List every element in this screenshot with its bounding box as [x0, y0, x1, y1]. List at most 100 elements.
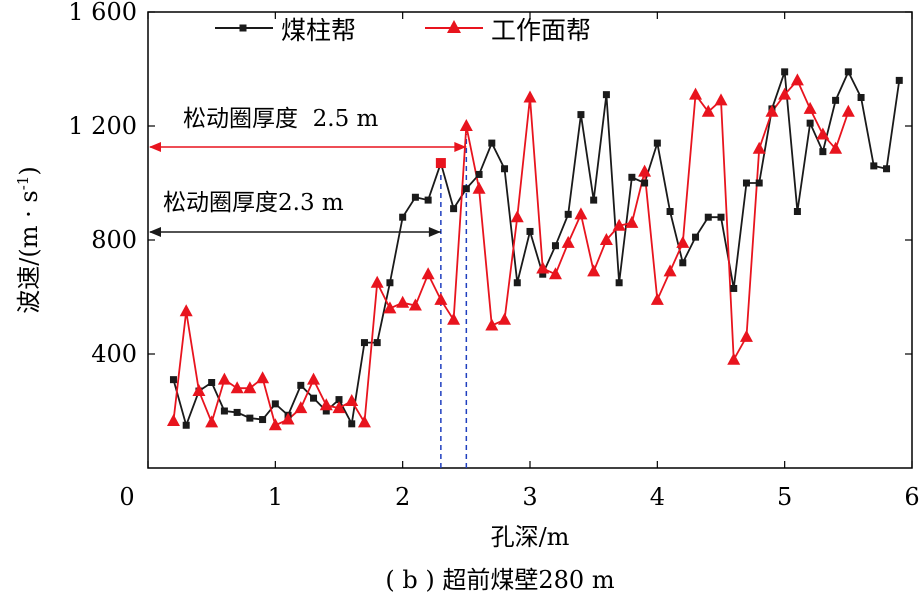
- data-point-coal-pillar: [208, 379, 216, 386]
- data-point-coal-pillar: [666, 208, 674, 215]
- data-point-coal-pillar: [233, 408, 241, 416]
- data-point-coal-pillar: [755, 179, 763, 187]
- data-point-working-face: [421, 267, 435, 280]
- data-point-coal-pillar: [628, 173, 636, 181]
- data-point-working-face: [548, 267, 562, 280]
- highlight-point: [435, 158, 446, 169]
- data-point-working-face: [307, 372, 321, 385]
- data-point-coal-pillar: [781, 68, 789, 76]
- data-point-coal-pillar: [462, 185, 470, 193]
- data-point-working-face: [701, 104, 715, 117]
- data-point-working-face: [166, 413, 180, 426]
- data-point-working-face: [217, 372, 231, 385]
- data-point-working-face: [294, 401, 308, 414]
- data-point-working-face: [816, 127, 830, 140]
- y-tick-label: 800: [91, 226, 137, 254]
- data-point-coal-pillar: [424, 196, 432, 204]
- data-point-working-face: [230, 381, 244, 394]
- data-point-working-face: [739, 329, 753, 342]
- data-point-working-face: [714, 93, 728, 106]
- legend-marker-working-face: [447, 20, 461, 33]
- data-point-coal-pillar: [742, 179, 750, 187]
- data-point-coal-pillar: [870, 162, 878, 170]
- data-point-working-face: [383, 301, 397, 314]
- x-tick-label: 4: [650, 483, 665, 511]
- data-point-coal-pillar: [793, 208, 801, 215]
- data-point-working-face: [625, 215, 639, 228]
- data-point-working-face: [447, 312, 461, 325]
- data-point-coal-pillar: [806, 119, 814, 127]
- axis-ticks: [147, 11, 913, 468]
- caption: ( b ) 超前煤壁280 m: [385, 566, 614, 594]
- data-point-working-face: [472, 181, 486, 194]
- data-point-working-face: [281, 412, 295, 425]
- data-point-working-face: [268, 418, 282, 431]
- y-axis-label-sup: -1: [14, 176, 32, 191]
- legend-label-working-face: 工作面帮: [491, 16, 591, 45]
- data-point-coal-pillar: [475, 170, 483, 178]
- data-point-coal-pillar: [513, 279, 521, 287]
- data-point-coal-pillar: [220, 407, 228, 415]
- data-point-working-face: [676, 235, 690, 248]
- data-point-working-face: [689, 87, 703, 100]
- data-point-working-face: [485, 318, 499, 331]
- data-point-working-face: [332, 401, 346, 414]
- data-point-coal-pillar: [450, 205, 458, 213]
- data-point-coal-pillar: [883, 165, 891, 173]
- x-tick-label: 3: [522, 483, 537, 511]
- series-line-working-face: [172, 78, 850, 427]
- data-point-working-face: [345, 394, 359, 407]
- x-tick-label: 1: [268, 483, 283, 511]
- data-point-working-face: [205, 415, 219, 428]
- annotation-label-black: 松动圈厚度2.3 m: [163, 190, 344, 216]
- annotation-label-red: 松动圈厚度 2.5 m: [183, 106, 379, 132]
- legend-marker-coal-pillar: [239, 24, 247, 32]
- data-point-working-face: [536, 261, 550, 274]
- x-tick-labels: 0 1 2 3 4 5 6: [119, 483, 919, 511]
- data-point-working-face: [192, 384, 206, 397]
- data-point-coal-pillar: [577, 111, 585, 119]
- data-point-working-face: [650, 292, 664, 305]
- data-point-coal-pillar: [692, 233, 700, 241]
- data-point-coal-pillar: [297, 381, 305, 389]
- series-line-coal-pillar: [172, 69, 901, 429]
- data-point-working-face: [803, 101, 817, 114]
- x-axis-label: 孔深/m: [491, 523, 570, 551]
- data-point-coal-pillar: [819, 148, 827, 156]
- data-point-working-face: [727, 352, 741, 365]
- data-point-coal-pillar: [335, 396, 343, 404]
- data-point-coal-pillar: [895, 76, 903, 84]
- data-point-working-face: [752, 141, 766, 154]
- data-point-working-face: [243, 381, 257, 394]
- annotation-arrowhead-left: [149, 227, 161, 237]
- legend: 煤柱帮 工作面帮: [215, 16, 591, 45]
- annotations: [149, 134, 468, 468]
- data-point-working-face: [778, 87, 792, 100]
- data-point-working-face: [790, 73, 804, 86]
- annotation-arrowhead-right: [428, 227, 441, 237]
- data-point-working-face: [829, 141, 843, 154]
- data-point-coal-pillar: [386, 279, 394, 287]
- svg-text:波速/(m · s-1): 波速/(m · s-1): [14, 166, 43, 313]
- data-point-coal-pillar: [411, 193, 419, 201]
- data-point-working-face: [357, 415, 371, 428]
- data-point-working-face: [510, 210, 524, 223]
- data-point-coal-pillar: [704, 213, 712, 221]
- data-point-coal-pillar: [717, 213, 725, 221]
- y-tick-label: 1 200: [68, 112, 137, 140]
- data-point-coal-pillar: [271, 400, 279, 408]
- data-point-working-face: [459, 119, 473, 131]
- data-point-working-face: [765, 104, 779, 117]
- series-layer: [166, 68, 903, 431]
- data-point-coal-pillar: [360, 339, 368, 347]
- annotation-arrowhead-right: [454, 142, 467, 152]
- y-axis-label: 波速/(m · s-1): [14, 166, 43, 313]
- x-tick-label: 5: [777, 483, 792, 511]
- data-point-coal-pillar: [615, 279, 623, 287]
- data-point-coal-pillar: [169, 376, 177, 384]
- data-point-working-face: [498, 312, 512, 325]
- y-axis-label-main: 波速/(m · s: [15, 190, 43, 313]
- y-tick-labels: 400 800 1 200 1 600: [68, 0, 137, 368]
- data-point-working-face: [841, 104, 855, 117]
- data-point-working-face: [319, 398, 333, 411]
